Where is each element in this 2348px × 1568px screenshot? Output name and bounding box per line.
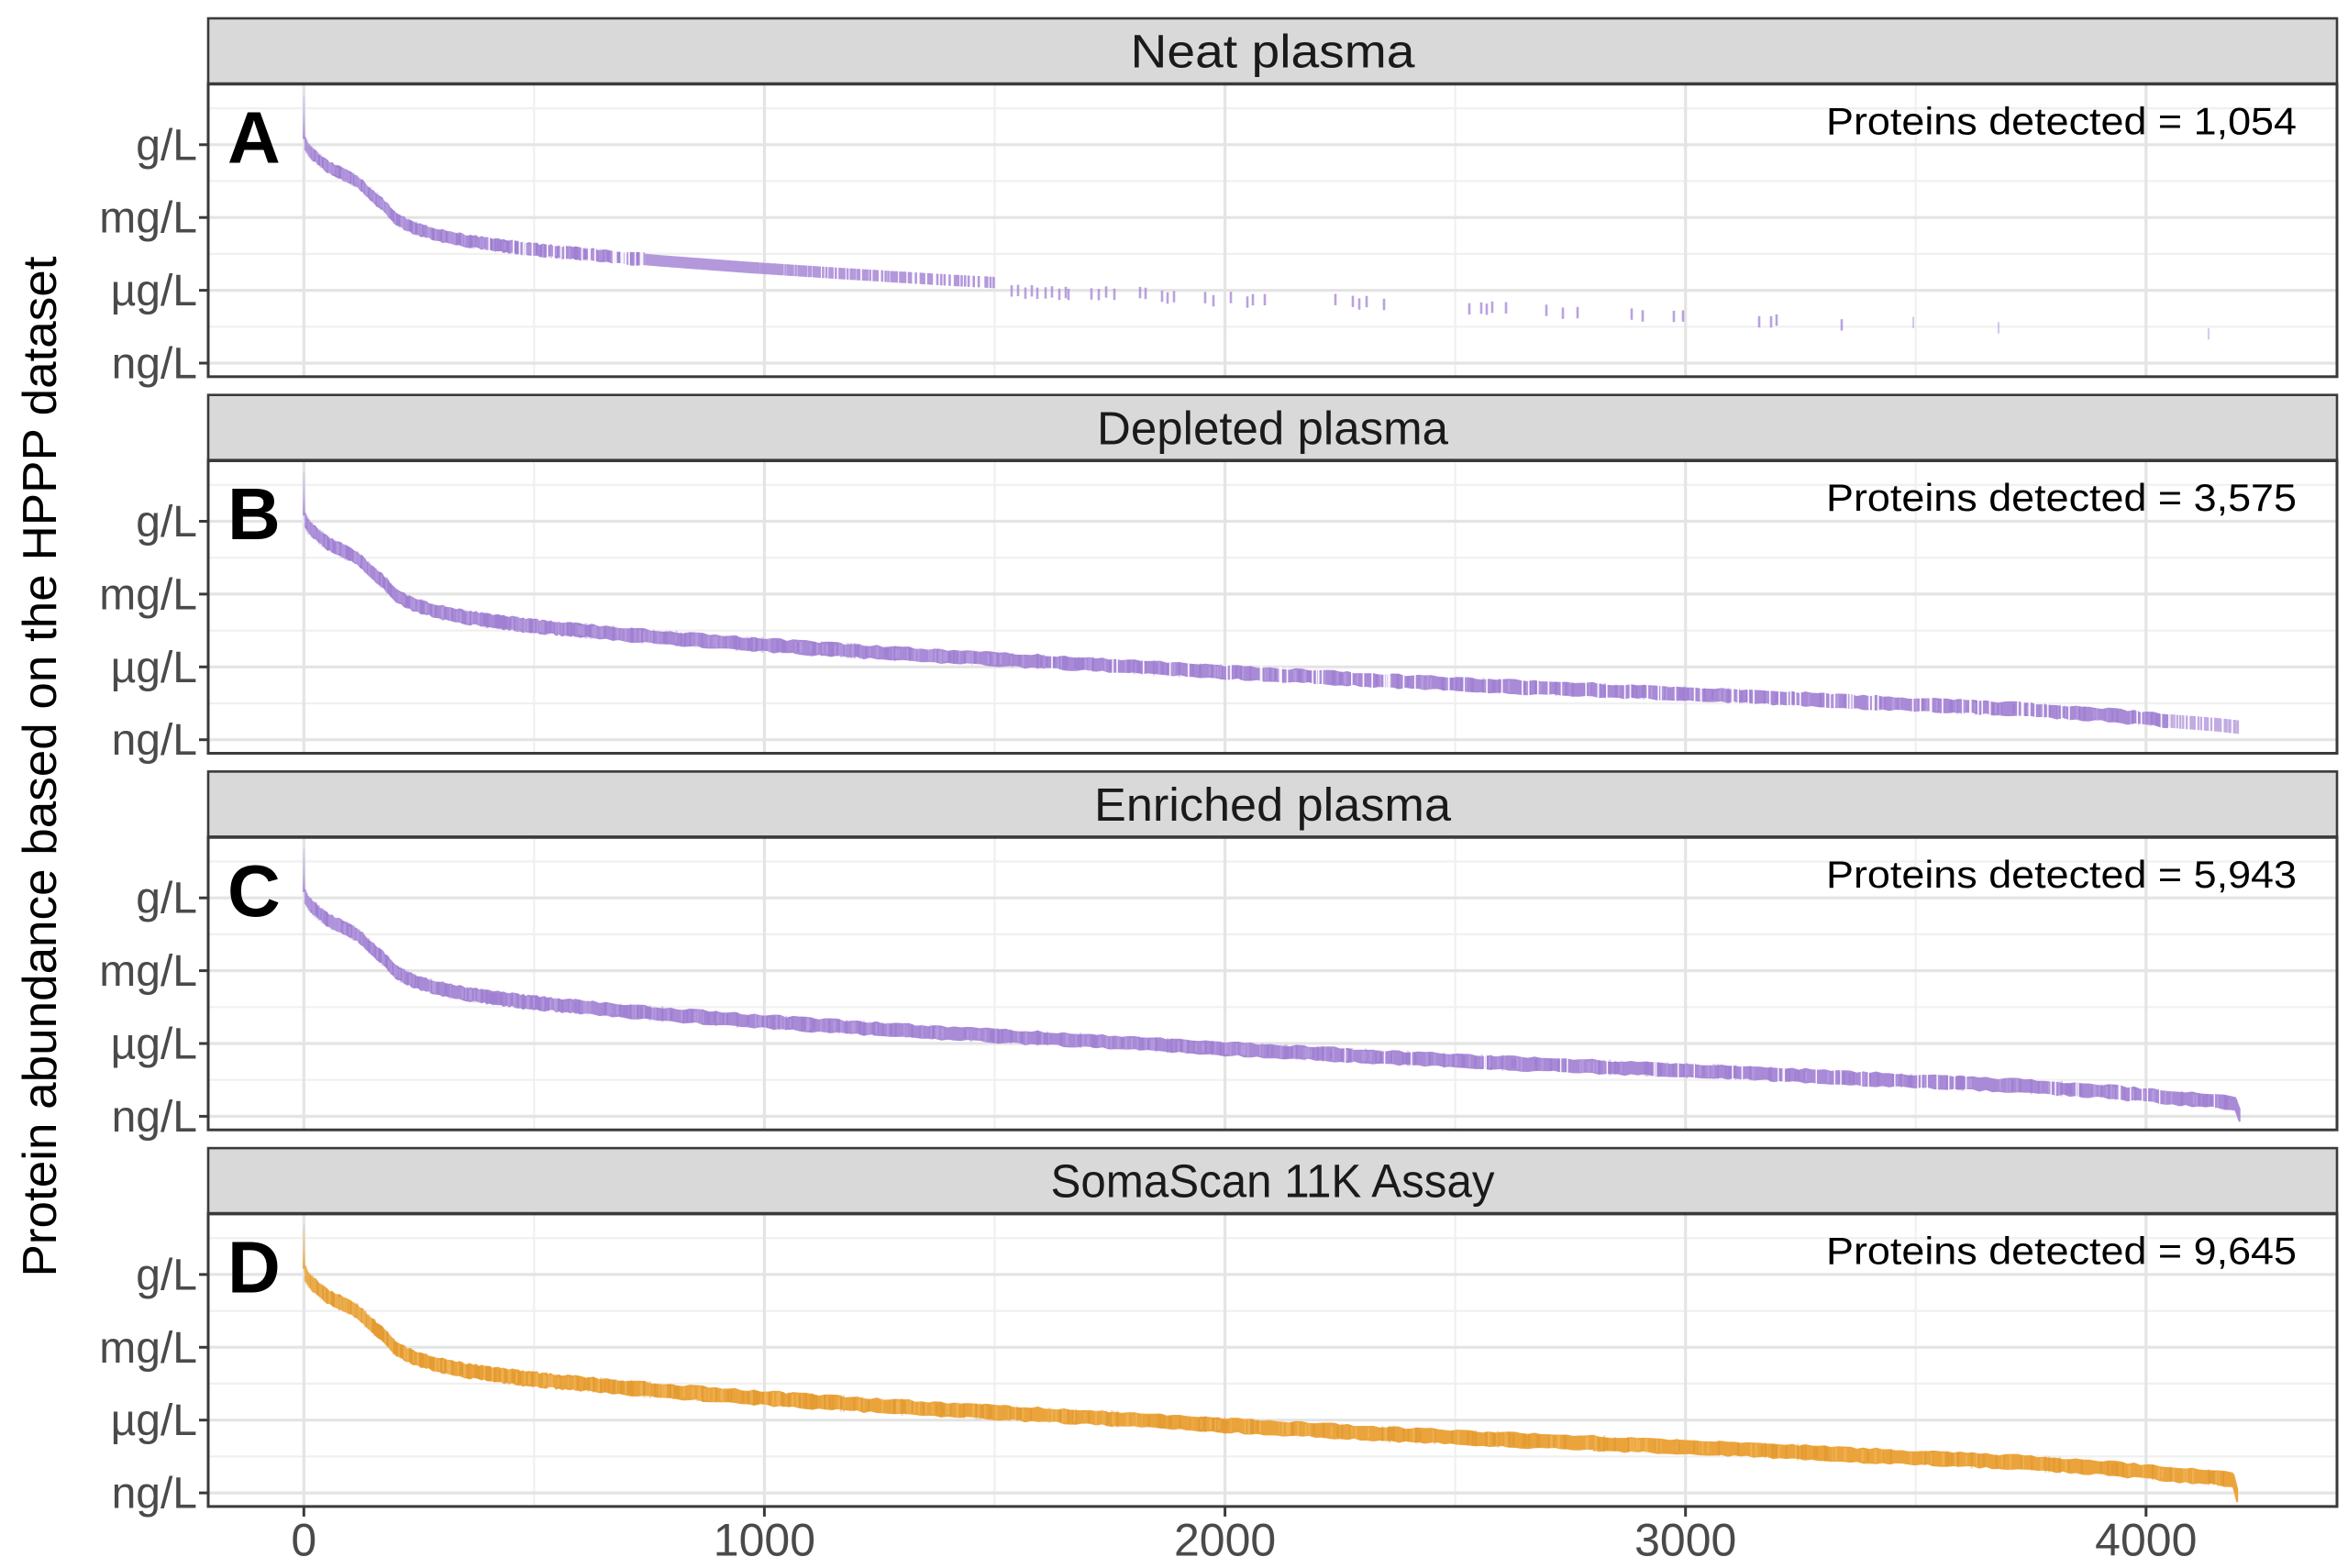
svg-text:µg/L: µg/L [111, 1021, 197, 1069]
svg-text:g/L: g/L [136, 1251, 197, 1299]
svg-text:Enriched plasma: Enriched plasma [1094, 778, 1452, 831]
svg-text:0: 0 [291, 1515, 316, 1564]
svg-text:C: C [227, 850, 281, 932]
svg-text:ng/L: ng/L [112, 1093, 197, 1142]
svg-text:g/L: g/L [136, 875, 197, 923]
svg-text:mg/L: mg/L [99, 947, 197, 996]
svg-text:4000: 4000 [2095, 1515, 2197, 1564]
svg-text:Proteins detected = 3,575: Proteins detected = 3,575 [1826, 476, 2297, 519]
svg-text:Neat plasma: Neat plasma [1131, 26, 1416, 78]
svg-text:ng/L: ng/L [112, 340, 197, 389]
svg-text:3000: 3000 [1634, 1515, 1736, 1564]
svg-text:Protein abundance based on the: Protein abundance based on the HPPP data… [14, 256, 67, 1277]
svg-text:ng/L: ng/L [112, 716, 197, 765]
svg-text:Proteins detected = 1,054: Proteins detected = 1,054 [1826, 100, 2297, 143]
svg-text:A: A [227, 97, 281, 179]
svg-text:ng/L: ng/L [112, 1470, 197, 1518]
svg-text:mg/L: mg/L [99, 570, 197, 619]
svg-text:Proteins detected = 9,645: Proteins detected = 9,645 [1826, 1230, 2297, 1273]
svg-text:Proteins detected = 5,943: Proteins detected = 5,943 [1826, 853, 2297, 896]
svg-text:B: B [227, 473, 281, 555]
svg-text:D: D [227, 1227, 281, 1309]
svg-text:1000: 1000 [714, 1515, 815, 1564]
svg-text:g/L: g/L [136, 121, 197, 170]
svg-text:µg/L: µg/L [111, 644, 197, 692]
svg-text:SomaScan 11K Assay: SomaScan 11K Assay [1051, 1155, 1495, 1208]
svg-text:g/L: g/L [136, 498, 197, 547]
svg-text:µg/L: µg/L [111, 1397, 197, 1445]
svg-text:mg/L: mg/L [99, 1324, 197, 1373]
svg-text:mg/L: mg/L [99, 194, 197, 243]
svg-text:µg/L: µg/L [111, 267, 197, 315]
svg-text:Depleted plasma: Depleted plasma [1097, 402, 1449, 454]
svg-text:2000: 2000 [1174, 1515, 1276, 1564]
